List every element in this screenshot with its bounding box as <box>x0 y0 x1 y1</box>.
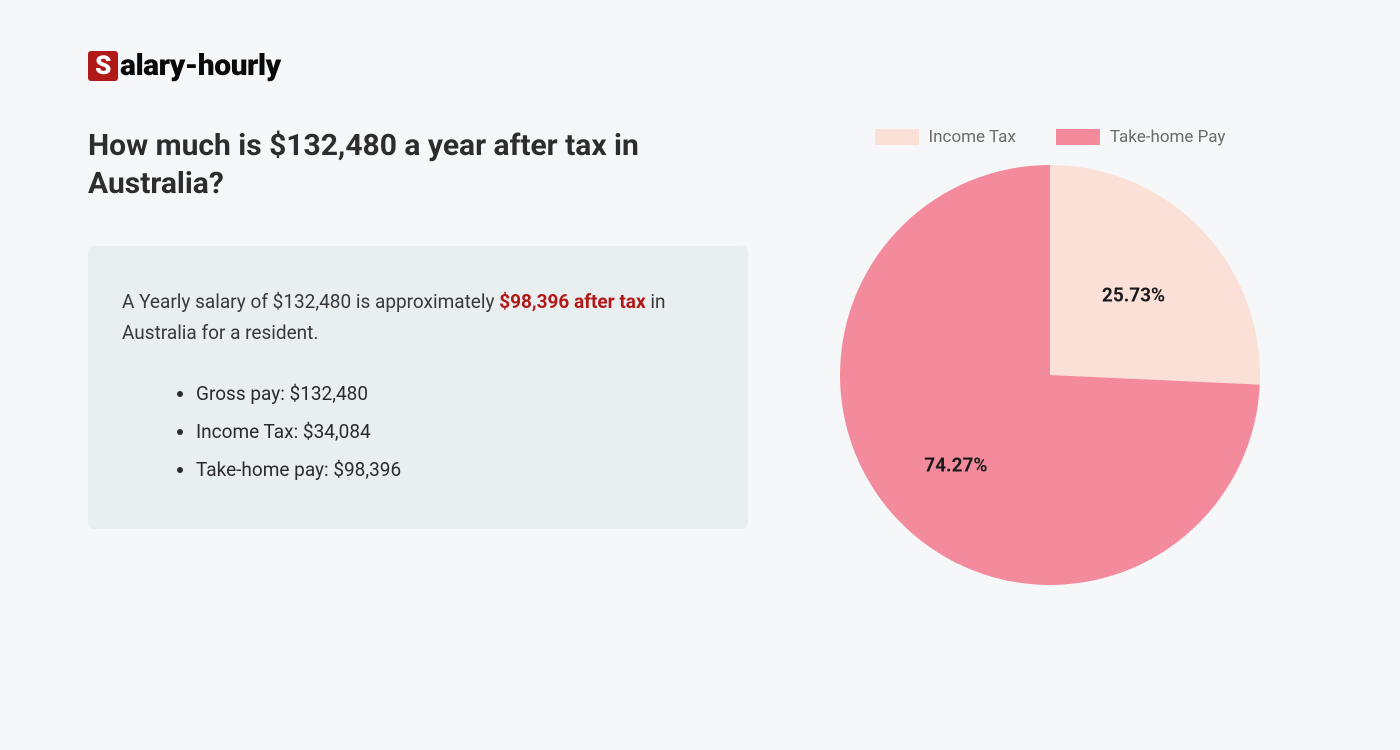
summary-box: A Yearly salary of $132,480 is approxima… <box>88 246 748 529</box>
logo-badge: S <box>88 51 118 81</box>
list-item: Income Tax: $34,084 <box>196 413 714 451</box>
pie-chart: 25.73% 74.27% <box>840 165 1260 585</box>
chart-legend: Income Tax Take-home Pay <box>875 127 1226 147</box>
list-item: Take-home pay: $98,396 <box>196 451 714 489</box>
summary-prefix: A Yearly salary of $132,480 is approxima… <box>122 290 499 313</box>
logo-text: alary-hourly <box>120 48 281 83</box>
pie-slice-label: 25.73% <box>1102 284 1165 307</box>
pie-svg <box>840 165 1260 585</box>
page-heading: How much is $132,480 a year after tax in… <box>88 127 728 202</box>
legend-swatch <box>875 129 919 145</box>
summary-list: Gross pay: $132,480 Income Tax: $34,084 … <box>122 375 714 489</box>
legend-item-income-tax: Income Tax <box>875 127 1016 147</box>
left-column: How much is $132,480 a year after tax in… <box>88 127 748 720</box>
content-row: How much is $132,480 a year after tax in… <box>88 127 1312 720</box>
legend-swatch <box>1056 129 1100 145</box>
site-logo: Salary-hourly <box>88 48 1312 83</box>
legend-label: Take-home Pay <box>1110 127 1226 147</box>
pie-slice <box>1050 165 1260 385</box>
right-column: Income Tax Take-home Pay 25.73% 74.27% <box>788 127 1312 720</box>
pie-slice-label: 74.27% <box>924 453 987 476</box>
page: Salary-hourly How much is $132,480 a yea… <box>0 0 1400 750</box>
legend-item-take-home: Take-home Pay <box>1056 127 1226 147</box>
summary-sentence: A Yearly salary of $132,480 is approxima… <box>122 286 714 349</box>
list-item: Gross pay: $132,480 <box>196 375 714 413</box>
legend-label: Income Tax <box>929 127 1016 147</box>
summary-highlight: $98,396 after tax <box>499 290 645 313</box>
